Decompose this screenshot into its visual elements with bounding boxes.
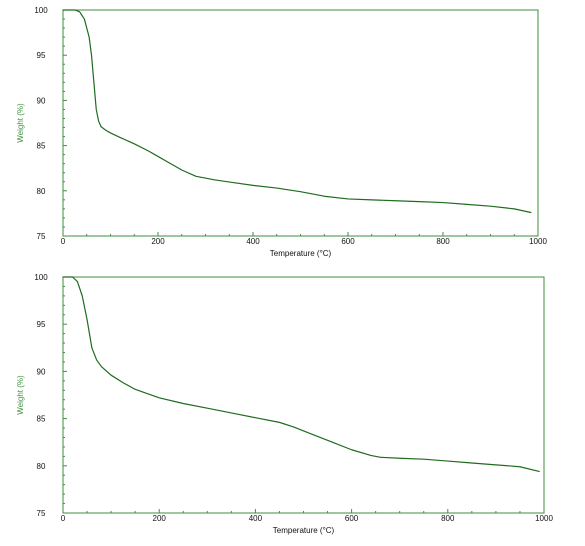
y-tick-label: 75 [37,232,46,241]
x-tick-label: 0 [61,514,66,523]
x-tick-label: 400 [249,514,263,523]
chart-1: 0 200 400 600 800 1000 75 80 85 90 95 100 Temperatur… [16,6,547,258]
y-axis-title: Weight (%) [16,103,25,143]
y-tick-label: 80 [37,462,46,471]
y-tick-label: 100 [34,273,48,282]
y-tick-label: 85 [37,142,46,151]
x-tick-label: 200 [151,237,165,246]
y-tick-label: 90 [37,367,46,376]
x-axis-title: Temperature (°C) [273,526,335,535]
x-tick-label: 600 [341,237,355,246]
x-tick-label: 1000 [535,514,553,523]
x-axis-title: Temperature (°C) [270,249,332,258]
x-tick-label: 800 [436,237,450,246]
y-tick-label: 85 [37,415,46,424]
weight-curve [62,276,540,473]
x-tick-label: 1000 [529,237,547,246]
y-tick-label: 95 [37,320,46,329]
y-tick-label: 95 [37,51,46,60]
y-tick-label: 75 [37,509,46,518]
x-tick-label: 400 [246,237,260,246]
y-tick-label: 100 [34,6,48,15]
weight-curve [62,9,532,214]
plot-frame [62,276,545,514]
y-axis-title: Weight (%) [16,375,25,415]
x-tick-label: 0 [61,237,66,246]
y-tick-label: 90 [37,96,46,105]
y-tick-label: 80 [37,187,46,196]
x-tick-label: 200 [153,514,167,523]
x-tick-label: 800 [441,514,455,523]
x-tick-label: 600 [345,514,359,523]
plot-frame [62,9,539,237]
chart-2: 0 200 400 600 800 1000 75 80 85 90 95 100 Temperatur… [16,273,553,535]
